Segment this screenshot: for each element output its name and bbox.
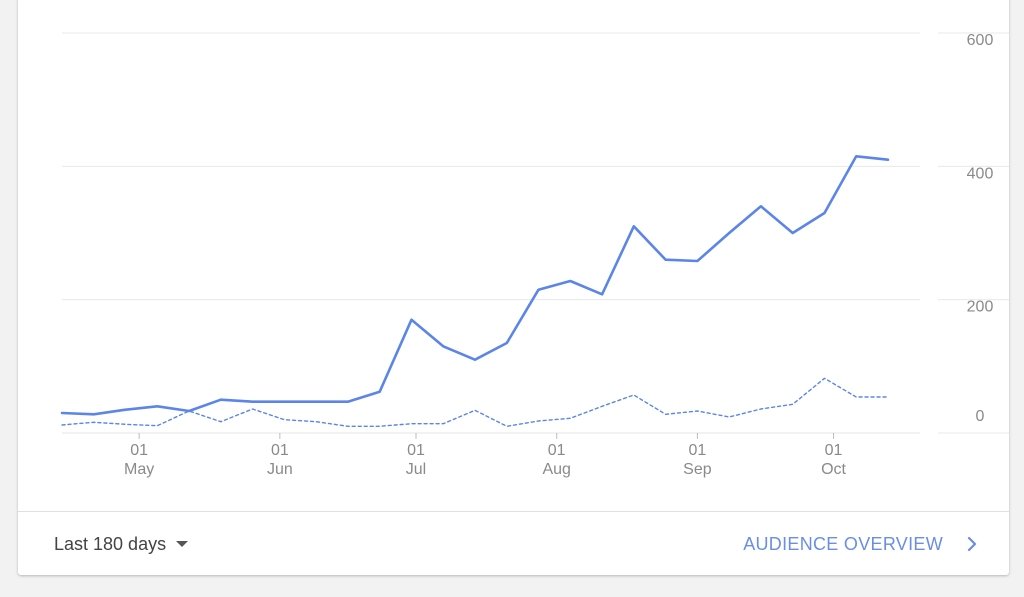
x-tick-day-sep: 01: [688, 442, 706, 459]
x-tick-month-jul: Jul: [406, 461, 426, 478]
y-tick-label-400: 400: [967, 165, 994, 182]
x-tick-day-oct: 01: [825, 442, 843, 459]
x-tick-day-aug: 01: [548, 442, 566, 459]
series-line-dashed: [61, 377, 889, 427]
x-tick-month-may: May: [124, 461, 154, 478]
y-tick-label-200: 200: [967, 299, 994, 316]
dropdown-caret-icon: [176, 541, 189, 547]
date-range-dropdown[interactable]: Last 180 days: [54, 530, 189, 558]
line-chart: 0 200 400 600 01 May 01 Jun 01 Jul 01 Aug 01 Sep 01 Oct: [60, 32, 1009, 478]
x-tick-day-may: 01: [130, 442, 148, 459]
date-range-label: Last 180 days: [54, 533, 167, 554]
x-tick-month-oct: Oct: [821, 461, 846, 478]
sessions-chart: 0 200 400 600 01 May 01 Jun 01 Jul 01 Aug 01 Sep 01 Oct: [18, 0, 1009, 511]
x-tick-month-jun: Jun: [267, 461, 293, 478]
series-line-solid: [60, 155, 890, 416]
audience-overview-link[interactable]: AUDIENCE OVERVIEW: [743, 530, 979, 558]
card-footer: Last 180 days AUDIENCE OVERVIEW: [18, 511, 1009, 575]
x-tick-month-sep: Sep: [683, 461, 712, 478]
x-tick-day-jun: 01: [271, 442, 289, 459]
y-tick-label-600: 600: [967, 32, 994, 49]
chevron-right-icon: [967, 537, 977, 551]
x-tick-month-aug: Aug: [542, 461, 570, 478]
y-tick-label-0: 0: [976, 408, 985, 425]
x-tick-day-jul: 01: [407, 442, 425, 459]
audience-overview-label: AUDIENCE OVERVIEW: [743, 533, 943, 554]
audience-card: 0 200 400 600 01 May 01 Jun 01 Jul 01 Aug 01 Sep 01 Oct…: [18, 0, 1009, 575]
